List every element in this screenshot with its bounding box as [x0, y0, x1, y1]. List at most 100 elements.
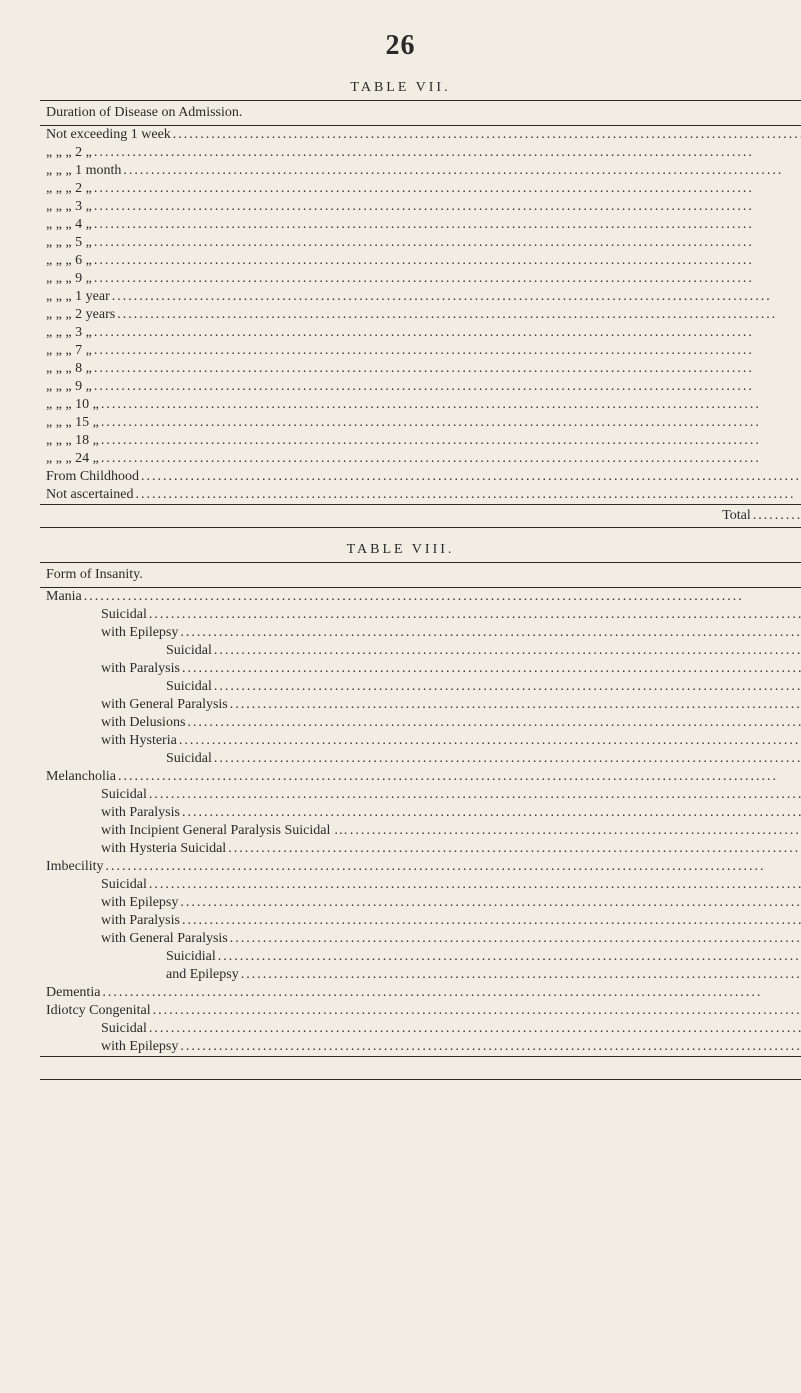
table-row: Suicidal................................… — [40, 606, 801, 624]
table-row: „ „ „ 1 year............................… — [40, 288, 801, 306]
row-label: with Hysteria Suicidal — [101, 841, 228, 857]
table-row: and Epilepsy............................… — [40, 966, 801, 984]
page-number: 26 — [40, 30, 761, 62]
row-label: „ „ „ 4 „ — [46, 217, 94, 233]
dot-leader: ........................................… — [149, 787, 801, 803]
row-label: Imbecility — [46, 859, 106, 875]
table-row: „ „ „ 3 „...............................… — [40, 324, 801, 342]
row-label: Dementia — [46, 985, 102, 1001]
row-label: Suicidal — [166, 751, 214, 767]
dot-leader: ........................................… — [94, 379, 801, 395]
dot-leader: ........................................… — [101, 451, 801, 467]
row-label: with General Paralysis — [101, 931, 230, 947]
row-label: „ „ „ 15 „ — [46, 415, 101, 431]
row-label: „ „ „ 9 „ — [46, 379, 94, 395]
table-row: Imbecility..............................… — [40, 858, 801, 876]
dot-leader: ........................................… — [94, 271, 801, 287]
row-label: Suicidal — [101, 877, 149, 893]
table-row: with Delusions..........................… — [40, 714, 801, 732]
dot-leader: ........................................… — [173, 127, 801, 143]
row-label: with Epilepsy — [101, 625, 180, 641]
dot-leader: ........................................… — [182, 913, 801, 929]
dot-leader: ........................................… — [94, 343, 801, 359]
row-label: with General Paralysis — [101, 697, 230, 713]
dot-leader: ........................................… — [180, 625, 801, 641]
table-row: „ „ „ 9 „...............................… — [40, 378, 801, 396]
dot-leader: ........................................… — [218, 949, 801, 965]
table-row: with Epilepsy...........................… — [40, 624, 801, 642]
table-row: „ „ „ 2 „...............................… — [40, 144, 801, 162]
dot-leader: ........................................… — [241, 967, 801, 983]
dot-leader: ........................................… — [123, 163, 801, 179]
row-label: „ „ „ 18 „ — [46, 433, 101, 449]
table-8: Form of Insanity. M. F. T. Mania........… — [40, 562, 801, 1080]
dot-leader: ........................................… — [350, 823, 801, 839]
row-label: „ „ „ 7 „ — [46, 343, 94, 359]
table-row: „ „ „ 10 „..............................… — [40, 396, 801, 414]
row-label: with Paralysis — [101, 805, 182, 821]
dot-leader: ........................................… — [101, 415, 801, 431]
dot-leader: ........................................… — [214, 643, 801, 659]
table-row: „ „ „ 18 „..............................… — [40, 432, 801, 450]
row-label: „ „ „ 1 month — [46, 163, 123, 179]
row-label: Suicidal — [101, 1021, 149, 1037]
table-row: Suicidial...............................… — [40, 948, 801, 966]
table-row: „ „ „ 5 „...............................… — [40, 234, 801, 252]
dot-leader: ........................................… — [101, 433, 801, 449]
row-label: From Childhood — [46, 469, 141, 485]
table-7-title: TABLE VII. — [40, 80, 761, 96]
row-label: with Delusions — [101, 715, 187, 731]
table-row: Suicidal................................… — [40, 786, 801, 804]
table-row: Suicidal................................… — [40, 642, 801, 660]
dot-leader: ........................................… — [230, 697, 801, 713]
row-label: Suicidal — [101, 607, 149, 623]
dot-leader: ........................................… — [180, 1039, 801, 1055]
row-label: with Paralysis — [101, 661, 182, 677]
table-row: „ „ „ 4 „...............................… — [40, 216, 801, 234]
dot-leader: ........................................… — [94, 181, 801, 197]
row-label: „ „ „ 1 year — [46, 289, 112, 305]
table-7-total-label: Total — [722, 508, 753, 524]
dot-leader: ........................................… — [179, 733, 801, 749]
table-row: „ „ „ 24 „..............................… — [40, 450, 801, 468]
row-label: „ „ „ 24 „ — [46, 451, 101, 467]
row-label: with Incipient General Paralysis Suicida… — [101, 823, 350, 839]
table-7: Duration of Disease on Admission. M. F. … — [40, 100, 801, 528]
table-row: with Epilepsy...........................… — [40, 894, 801, 912]
row-label: „ „ „ 8 „ — [46, 361, 94, 377]
dot-leader: ........................................… — [84, 589, 801, 605]
table-7-total-row: Total .................. 57 54 111 — [40, 505, 801, 528]
dot-leader: ........................................… — [101, 397, 801, 413]
dot-leader: ........................................… — [94, 145, 801, 161]
dot-leader: ........................................… — [214, 679, 801, 695]
table-row: Suicidal................................… — [40, 1020, 801, 1038]
table-row: with Hysteria Suicidal..................… — [40, 840, 801, 858]
row-label: „ „ „ 5 „ — [46, 235, 94, 251]
dot-leader: ........................................… — [228, 841, 801, 857]
dot-leader: ........................................… — [102, 985, 801, 1001]
dot-leader: ........................................… — [94, 325, 801, 341]
row-label: Idiotcy Congenital — [46, 1003, 153, 1019]
row-label: „ „ „ 2 „ — [46, 181, 94, 197]
dot-leader: ........................................… — [135, 487, 801, 503]
row-label: and Epilepsy — [166, 967, 241, 983]
row-label: Suicidal — [166, 643, 214, 659]
table-row: „ „ „ 7 „...............................… — [40, 342, 801, 360]
table-row: with Paralysis..........................… — [40, 660, 801, 678]
dot-leader: ........................................… — [214, 751, 801, 767]
row-label: „ „ „ 2 „ — [46, 145, 94, 161]
table-row: Suicidal................................… — [40, 678, 801, 696]
row-label: with Epilepsy — [101, 895, 180, 911]
row-label: „ „ „ 3 „ — [46, 325, 94, 341]
row-label: Suicidial — [166, 949, 218, 965]
dot-leader: ........................................… — [141, 469, 801, 485]
table-row: „ „ „ 1 month...........................… — [40, 162, 801, 180]
dot-leader: ........................................… — [182, 661, 801, 677]
table-row: „ „ „ 2 „...............................… — [40, 180, 801, 198]
table-row: Suicidal................................… — [40, 750, 801, 768]
table-row: with Paralysis..........................… — [40, 912, 801, 930]
row-label: Suicidal — [166, 679, 214, 695]
table-row: with Epilepsy...........................… — [40, 1038, 801, 1057]
dot-leader: ........................................… — [106, 859, 801, 875]
dot-leader: ........................................… — [94, 253, 801, 269]
